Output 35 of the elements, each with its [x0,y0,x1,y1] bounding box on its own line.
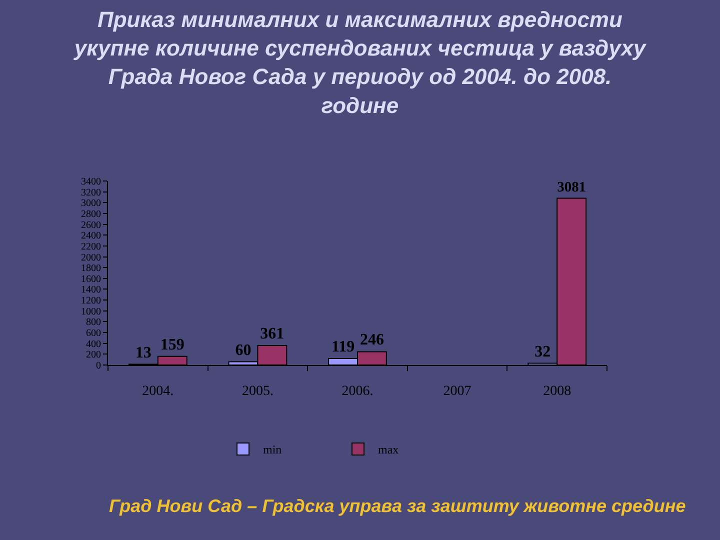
x-tick-label: 2006. [342,384,374,399]
legend-label: max [378,442,399,457]
legend-label: min [263,442,282,457]
y-tick-label: 2000 [81,252,101,264]
y-tick-label: 1600 [81,274,101,285]
y-tick-label: 2200 [81,241,101,252]
y-tick-label: 2800 [81,208,101,220]
y-tick-label: 1400 [81,284,101,296]
data-label: 119 [331,338,355,356]
y-tick-label: 3200 [81,187,101,198]
y-tick-label: 600 [86,328,101,340]
y-tick-label: 400 [86,338,101,350]
y-tick-label: 200 [86,350,101,361]
y-tick-label: 1000 [81,306,101,318]
y-tick-label: 1800 [81,263,101,274]
data-label: 13 [135,344,152,362]
data-label: 361 [260,325,284,342]
y-tick-label: 800 [86,317,101,328]
x-tick-label: 2008 [543,384,572,399]
x-tick-label: 2004. [142,384,174,399]
text: Град Нови Сад – Градска управа за заштиту животне средине [109,496,686,516]
y-tick-label: 2400 [81,230,101,242]
data-label: 32 [534,343,551,360]
y-tick-label: 0 [96,360,101,372]
x-tick-label: 2007 [443,384,472,399]
chart-title: Приказ минималних и максималних вредности укупне количине суспендованих честица у ваздуху Града Новог Сада у периоду од 2004. до 2008. године [73,7,648,118]
y-tick-label: 3000 [81,198,101,210]
y-tick-label: 3400 [81,176,101,188]
y-tick-label: 1200 [81,296,101,307]
data-label: 159 [160,336,184,354]
data-label: 3081 [557,180,586,196]
y-tick-label: 2600 [81,220,101,231]
x-tick-label: 2005. [242,384,274,399]
data-label: 246 [360,332,384,349]
data-label: 60 [235,342,252,359]
